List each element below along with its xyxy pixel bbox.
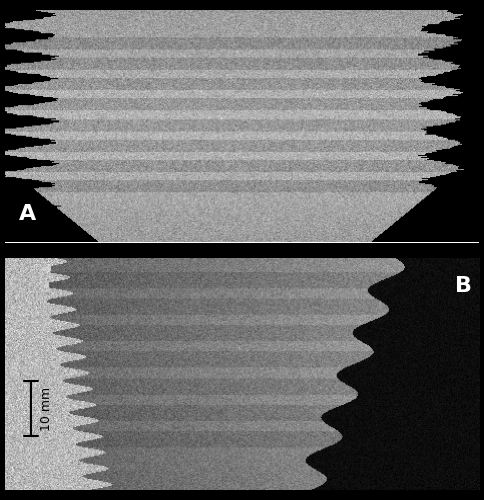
Text: 10 mm: 10 mm xyxy=(41,386,53,430)
Text: B: B xyxy=(455,276,472,296)
Text: A: A xyxy=(19,204,36,224)
